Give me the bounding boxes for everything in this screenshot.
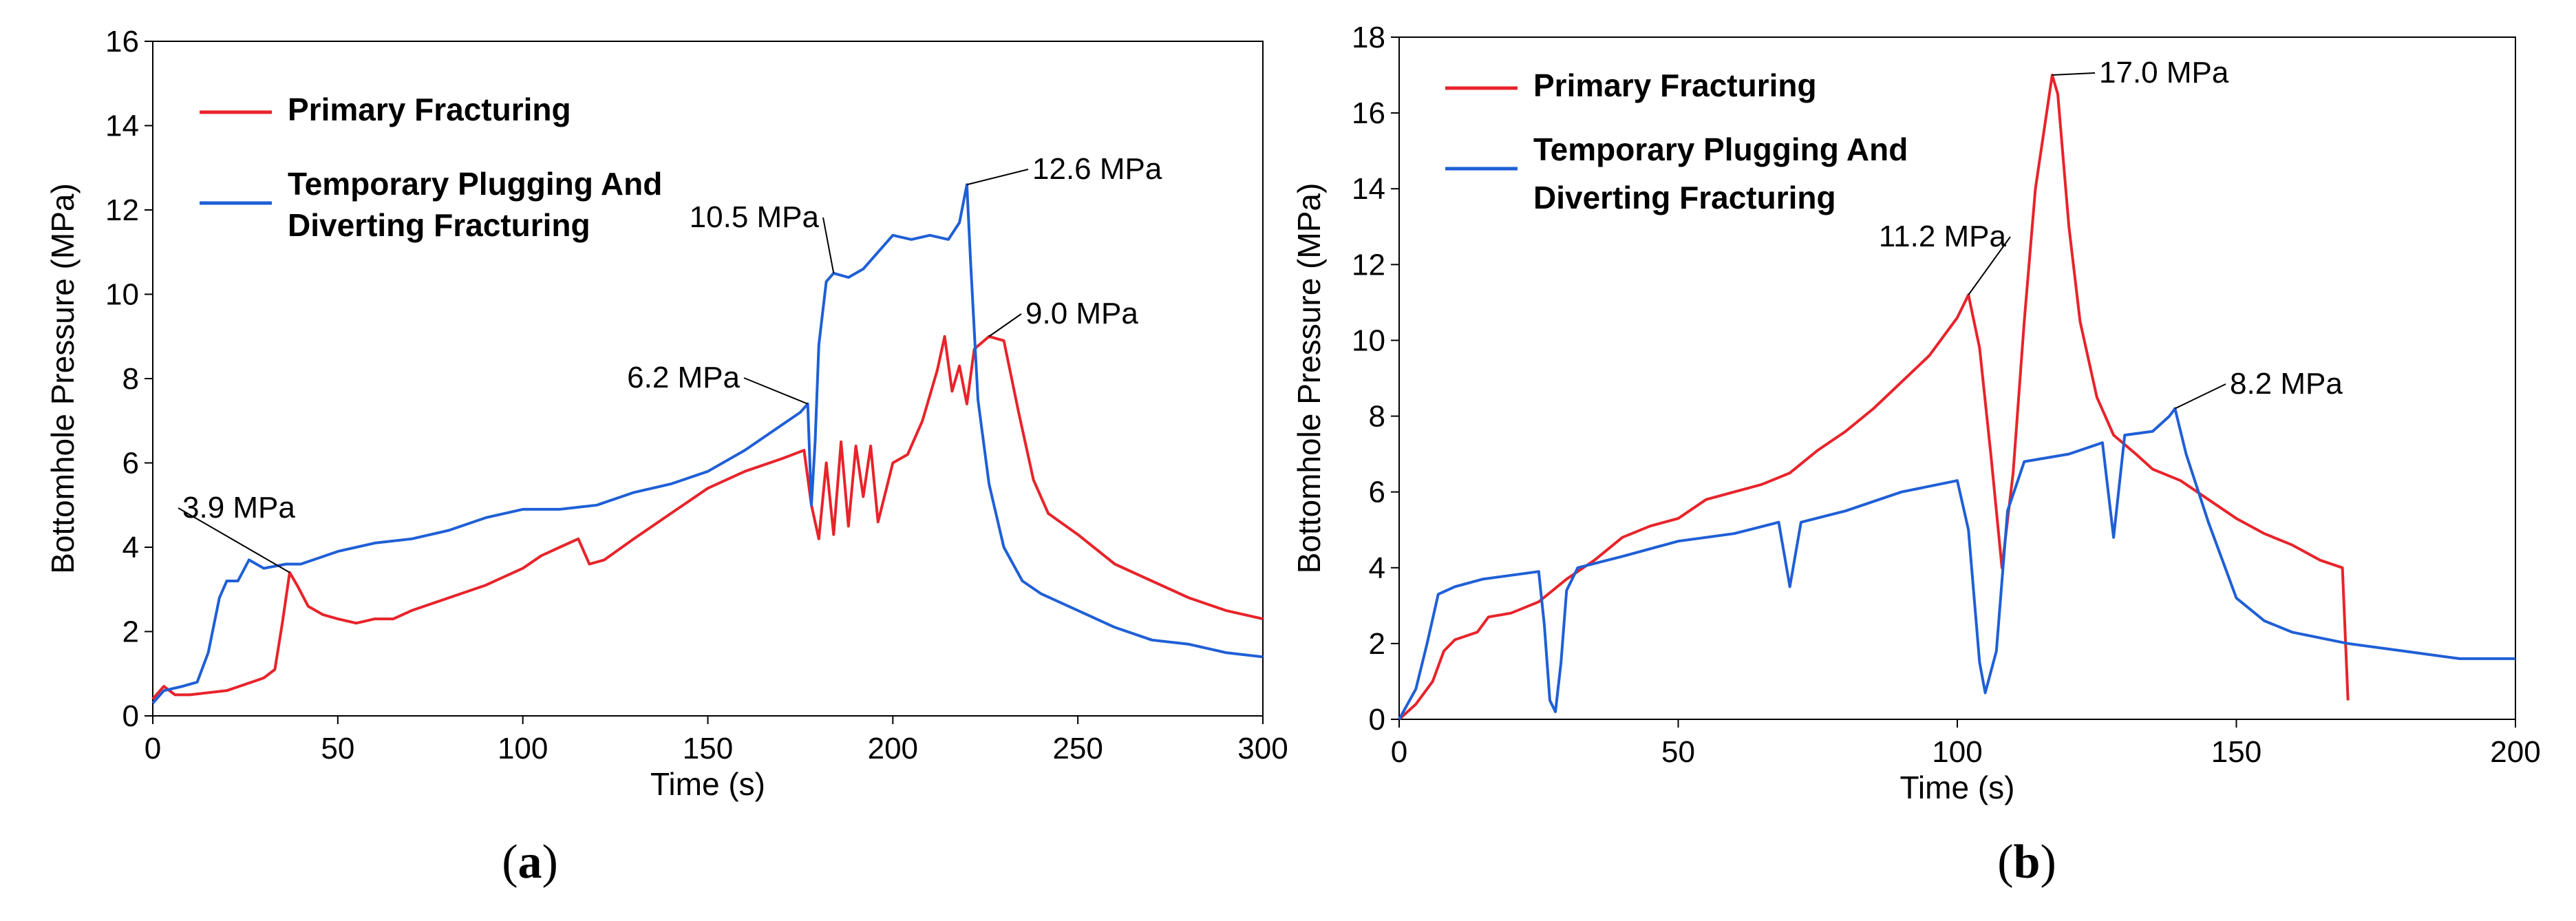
annotation-leader (966, 169, 1029, 186)
annotation-label: 12.6 MPa (1032, 152, 1162, 186)
chart-panel-a: 0 2 4 6 8 10 12 14 16 0 50 100 150 200 250 300 Time (s) B… (45, 25, 1288, 889)
y-axis-label: Bottomhole Pressure (MPa) (45, 183, 81, 574)
plot-area (1398, 36, 2516, 720)
y-tick-label: 2 (123, 615, 139, 649)
x-axis-label: Time (s) (650, 766, 765, 802)
panel-label: (b) (1997, 836, 2056, 889)
y-tick-label: 6 (123, 447, 139, 480)
x-tick-label: 0 (1391, 735, 1407, 769)
plot-area (152, 41, 1264, 717)
annotation-leader (988, 313, 1022, 337)
y-tick-label: 14 (1352, 172, 1385, 206)
annotation-label: 3.9 MPa (182, 491, 295, 525)
x-tick-label: 50 (321, 732, 354, 765)
y-tick-label: 10 (1352, 324, 1385, 357)
series-line-primary-fracturing (151, 335, 1264, 700)
x-tick-label: 200 (868, 732, 918, 765)
x-tick-label: 50 (1661, 735, 1695, 769)
y-tick-label: 16 (1352, 96, 1385, 130)
series-line-primary-fracturing (1398, 74, 2350, 721)
annotation-leader (178, 507, 290, 573)
legend: Primary Fracturing Temporary Plugging And… (200, 92, 662, 243)
y-tick-label: 0 (123, 699, 139, 733)
legend-label-primary: Primary Fracturing (1533, 67, 1817, 103)
annotation-leader (2174, 383, 2226, 410)
legend-label-temporary: Temporary Plugging And Diverting Fracturi… (288, 166, 662, 243)
y-tick-label: 8 (123, 362, 139, 396)
y-tick-label: 12 (1352, 248, 1385, 282)
y-axis-label: Bottomhole Pressure (MPa) (1291, 183, 1327, 574)
x-tick-label: 100 (1932, 735, 1982, 769)
annotation-label: 10.5 MPa (690, 200, 820, 234)
y-tick-label: 0 (1369, 703, 1385, 737)
series-line-temporary-plugging (1398, 407, 2515, 720)
y-tick-label: 16 (105, 25, 139, 59)
y-tick-label: 4 (1369, 551, 1385, 585)
legend-label-temporary: Temporary Plugging And Diverting Fracturi… (1533, 131, 1908, 215)
annotation-leader (822, 217, 835, 274)
y-tick-label: 12 (105, 193, 139, 227)
x-tick-label: 300 (1237, 732, 1288, 765)
x-tick-label: 200 (2490, 735, 2540, 769)
annotation-label: 6.2 MPa (627, 361, 740, 394)
y-tick-label: 2 (1369, 627, 1385, 661)
annotation-label: 8.2 MPa (2230, 367, 2343, 401)
x-tick-label: 100 (498, 732, 548, 765)
y-tick-label: 6 (1369, 476, 1385, 509)
y-tick-label: 18 (1352, 21, 1385, 54)
x-tick-label: 150 (683, 732, 733, 765)
legend: Primary Fracturing Temporary Plugging And… (1445, 67, 1908, 215)
annotation-leader (1968, 236, 2011, 295)
y-tick-label: 10 (105, 278, 139, 312)
legend-label-primary: Primary Fracturing (288, 92, 571, 127)
annotation-label: 11.2 MPa (1879, 220, 2007, 253)
x-tick-label: 0 (145, 732, 161, 765)
x-tick-label: 150 (2211, 735, 2261, 769)
annotation-leader (2052, 72, 2096, 76)
annotation-leader (743, 377, 809, 405)
y-tick-label: 14 (105, 109, 139, 143)
x-tick-label: 250 (1052, 732, 1103, 765)
panel-label: (a) (502, 836, 558, 889)
y-tick-label: 4 (123, 531, 139, 564)
y-tick-label: 8 (1369, 400, 1385, 434)
series-line-temporary-plugging (151, 183, 1264, 704)
annotation-label: 17.0 MPa (2099, 56, 2229, 89)
chart-panel-b: 0 2 4 6 8 10 12 14 16 18 0 50 100 150 200 Time (s) Botto… (1291, 21, 2541, 889)
annotation-label: 9.0 MPa (1025, 297, 1138, 330)
x-axis-label: Time (s) (1900, 770, 2015, 805)
